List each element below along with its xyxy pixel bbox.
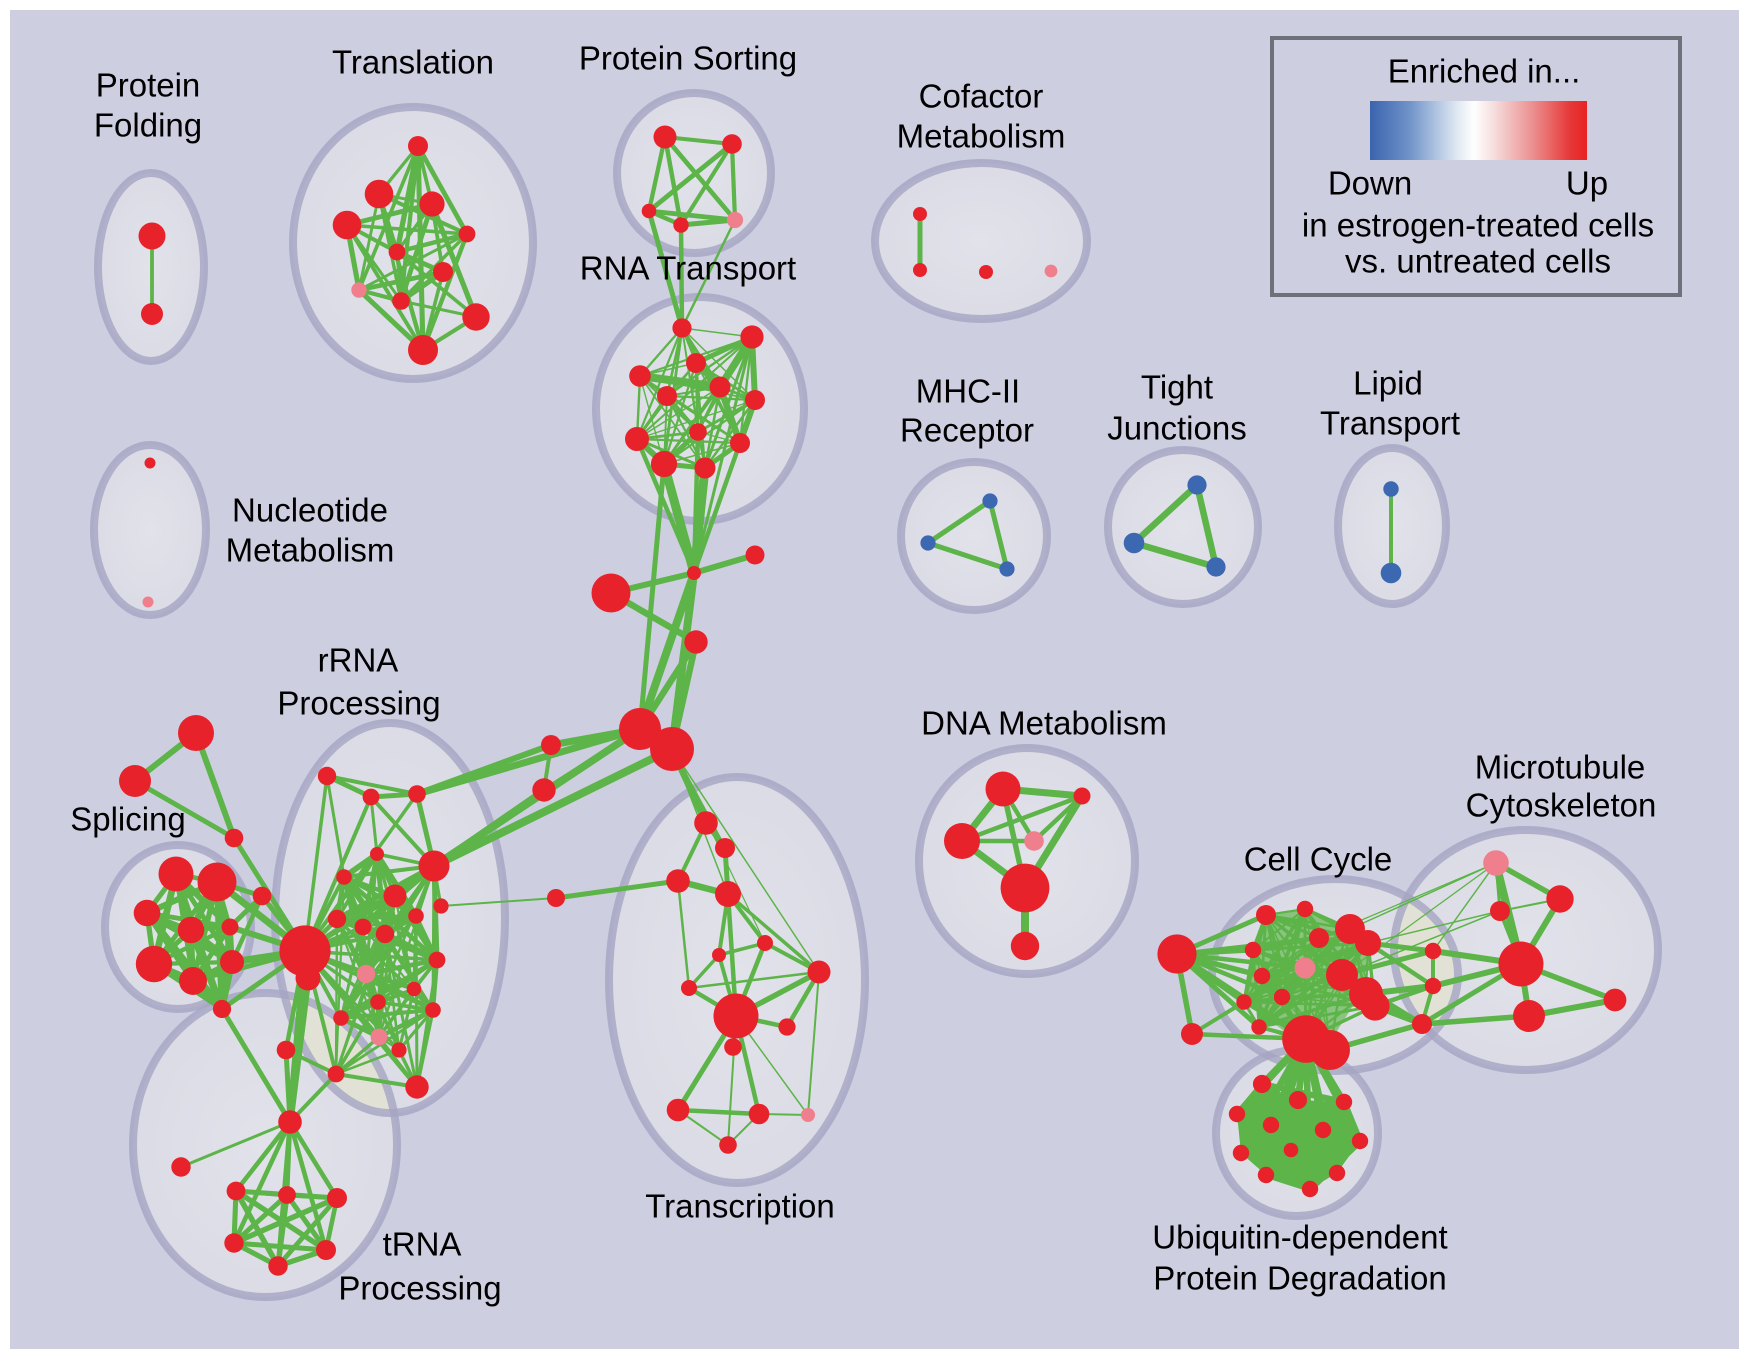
svg-text:Junctions: Junctions [1107,410,1246,447]
svg-text:Metabolism: Metabolism [897,118,1066,155]
svg-text:Cofactor: Cofactor [919,78,1044,115]
svg-text:Metabolism: Metabolism [226,532,395,569]
svg-text:rRNA: rRNA [318,642,399,679]
svg-text:Up: Up [1566,165,1608,202]
svg-text:Transcription: Transcription [645,1188,835,1225]
svg-text:Protein: Protein [96,67,201,104]
svg-text:in estrogen-treated cells: in estrogen-treated cells [1302,207,1654,244]
svg-text:vs. untreated cells: vs. untreated cells [1345,243,1611,280]
svg-text:Receptor: Receptor [900,412,1034,449]
svg-text:tRNA: tRNA [383,1226,462,1263]
svg-text:Folding: Folding [94,107,202,144]
svg-text:Ubiquitin-dependent: Ubiquitin-dependent [1152,1219,1447,1256]
svg-text:Processing: Processing [277,685,440,722]
svg-text:Transport: Transport [1320,405,1460,442]
svg-text:MHC-II: MHC-II [916,373,1020,410]
svg-text:Cell Cycle: Cell Cycle [1244,841,1393,878]
svg-text:Processing: Processing [338,1270,501,1307]
svg-text:Tight: Tight [1141,369,1213,406]
svg-text:Splicing: Splicing [70,801,186,838]
svg-text:Nucleotide: Nucleotide [232,492,388,529]
svg-text:Enriched in...: Enriched in... [1388,53,1581,90]
svg-text:Translation: Translation [332,44,494,81]
svg-text:Microtubule: Microtubule [1475,749,1646,786]
svg-text:Protein Degradation: Protein Degradation [1153,1260,1447,1297]
svg-text:Protein Sorting: Protein Sorting [579,40,797,77]
svg-text:Cytoskeleton: Cytoskeleton [1466,787,1657,824]
svg-text:Down: Down [1328,165,1412,202]
svg-text:Lipid: Lipid [1353,365,1423,402]
svg-text:RNA Transport: RNA Transport [580,250,796,287]
svg-text:DNA Metabolism: DNA Metabolism [921,705,1167,742]
